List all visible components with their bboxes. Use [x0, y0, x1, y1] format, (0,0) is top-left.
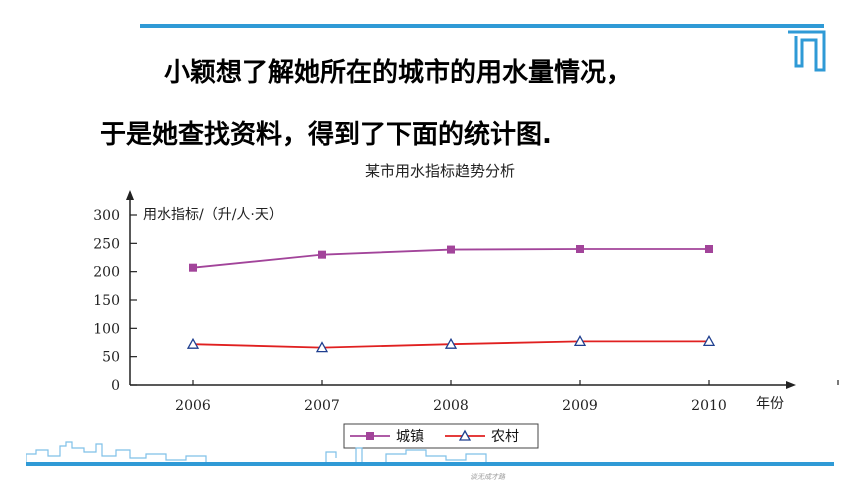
y-tick-label: 200	[93, 265, 120, 281]
series-layer	[186, 245, 716, 353]
y-axis-arrow-icon	[126, 190, 134, 200]
data-point-triangle	[444, 337, 458, 349]
y-tick-label: 300	[93, 208, 120, 224]
x-tick-label: 2007	[304, 398, 340, 414]
data-point-triangle	[186, 337, 200, 349]
legend: 城镇 农村	[343, 423, 539, 449]
skyline-decoration-icon	[26, 441, 487, 462]
footer-note: 谈无成才路	[470, 473, 505, 481]
intro-line-2: 于是她查找资料，得到了下面的统计图.	[100, 120, 552, 150]
data-point-triangle	[702, 335, 716, 347]
y-tick-label: 150	[93, 293, 120, 309]
data-point-triangle	[315, 341, 329, 353]
y-tick-label: 50	[102, 350, 120, 366]
data-point-square	[705, 245, 713, 253]
y-tick-label: 100	[93, 321, 120, 337]
data-point-square	[318, 250, 326, 259]
x-tick-label: 2008	[433, 398, 469, 414]
x-axis-label: 年份	[756, 396, 784, 412]
bottom-accent-line	[26, 462, 834, 466]
data-point-square	[189, 263, 197, 272]
x-tick-label: 2009	[562, 398, 598, 414]
y-tick-group: 0 50 100 150 200 250 300	[93, 208, 137, 394]
legend-label: 农村	[491, 429, 519, 445]
chart-title: 某市用水指标趋势分析	[365, 162, 515, 180]
top-accent-line	[140, 24, 824, 28]
corner-decoration-icon	[788, 30, 826, 72]
y-axis-label: 用水指标/（升/人·天）	[143, 207, 283, 223]
legend-marker-triangle	[458, 429, 472, 441]
intro-line-1: 小颖想了解她所在的城市的用水量情况，	[164, 58, 633, 88]
y-tick-label: 250	[93, 236, 120, 252]
legend-marker-square	[366, 432, 374, 440]
data-point-triangle	[573, 335, 587, 347]
x-axis-arrow-icon	[786, 381, 796, 389]
legend-label: 城镇	[396, 429, 424, 445]
x-tick-label: 2006	[175, 398, 211, 414]
x-tick-group: 2006 2007 2008 2009 2010	[175, 380, 839, 414]
y-tick-label: 0	[111, 378, 120, 394]
x-tick-label: 2010	[691, 398, 727, 414]
data-point-square	[447, 245, 455, 254]
data-point-square	[576, 245, 584, 253]
